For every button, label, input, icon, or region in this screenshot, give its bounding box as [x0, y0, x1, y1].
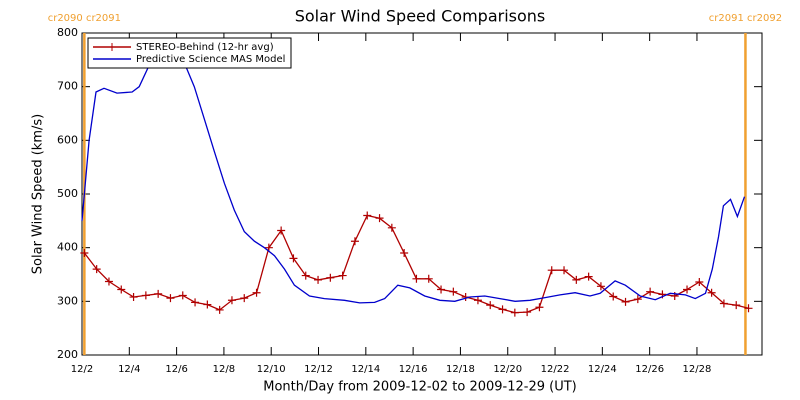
point-marker [560, 266, 569, 275]
y-tick-label: 800 [57, 26, 78, 39]
point-marker [424, 274, 433, 283]
x-tick-label: 12/12 [304, 364, 333, 375]
y-tick-label: 500 [57, 187, 78, 200]
point-marker [449, 287, 458, 296]
point-marker [572, 275, 581, 284]
y-tick-label: 700 [57, 80, 78, 93]
point-marker [301, 271, 310, 280]
x-tick-label: 12/14 [351, 364, 380, 375]
point-marker [166, 294, 175, 303]
point-marker [80, 249, 89, 258]
legend-label: STEREO-Behind (12-hr avg) [136, 42, 274, 53]
x-tick-label: 12/10 [257, 364, 286, 375]
point-marker [277, 226, 286, 235]
y-tick-label: 300 [57, 294, 78, 307]
point-marker [510, 308, 519, 317]
point-marker [473, 296, 482, 305]
point-marker [104, 277, 113, 286]
y-tick-label: 600 [57, 133, 78, 146]
point-marker [621, 297, 630, 306]
point-marker [609, 292, 618, 301]
chart-title: Solar Wind Speed Comparisons [295, 7, 546, 26]
x-tick-label: 12/22 [541, 364, 570, 375]
point-marker [191, 298, 200, 307]
point-marker [486, 301, 495, 310]
point-marker [633, 295, 642, 304]
x-tick-label: 12/26 [635, 364, 664, 375]
point-marker [523, 308, 532, 317]
x-tick-label: 12/2 [71, 364, 93, 375]
point-marker [695, 278, 704, 287]
point-marker [141, 291, 150, 300]
x-tick-label: 12/6 [165, 364, 187, 375]
x-tick-label: 12/24 [588, 364, 617, 375]
point-marker [375, 214, 384, 223]
point-marker [683, 285, 692, 294]
x-tick-label: 12/28 [683, 364, 712, 375]
point-marker [326, 273, 335, 282]
rotation-label: cr2091 cr2092 [709, 13, 782, 24]
point-marker [707, 288, 716, 297]
legend-marker [108, 43, 116, 51]
y-axis-label: Solar Wind Speed (km/s) [31, 114, 46, 274]
legend-label: Predictive Science MAS Model [136, 54, 285, 65]
point-marker [387, 223, 396, 232]
x-axis-label: Month/Day from 2009-12-02 to 2009-12-29 … [263, 380, 576, 395]
x-tick-label: 12/20 [493, 364, 522, 375]
point-marker [227, 296, 236, 305]
point-marker [154, 289, 163, 298]
point-marker [264, 243, 273, 252]
point-marker [646, 287, 655, 296]
x-tick-label: 12/18 [446, 364, 475, 375]
point-marker [129, 293, 138, 302]
point-marker [535, 303, 544, 312]
point-marker [400, 249, 409, 258]
point-marker [547, 266, 556, 275]
point-marker [289, 254, 298, 263]
point-marker [437, 285, 446, 294]
rotation-label: cr2090 cr2091 [48, 13, 121, 24]
point-marker [178, 291, 187, 300]
x-tick-label: 12/4 [118, 364, 140, 375]
point-marker [252, 288, 261, 297]
point-marker [412, 274, 421, 283]
point-marker [744, 304, 753, 313]
y-tick-label: 200 [57, 348, 78, 361]
point-marker [584, 272, 593, 281]
point-marker [203, 300, 212, 309]
point-marker [215, 305, 224, 314]
point-marker [92, 265, 101, 274]
point-marker [338, 271, 347, 280]
point-marker [117, 285, 126, 294]
point-marker [350, 237, 359, 246]
point-marker [498, 305, 507, 314]
legend-box [87, 37, 292, 69]
point-marker [240, 294, 249, 303]
point-marker [732, 301, 741, 310]
x-tick-label: 12/8 [213, 364, 235, 375]
point-marker [314, 275, 323, 284]
point-marker [363, 211, 372, 220]
y-tick-label: 400 [57, 241, 78, 254]
point-marker [719, 299, 728, 308]
point-marker [596, 282, 605, 291]
x-tick-label: 12/16 [399, 364, 428, 375]
